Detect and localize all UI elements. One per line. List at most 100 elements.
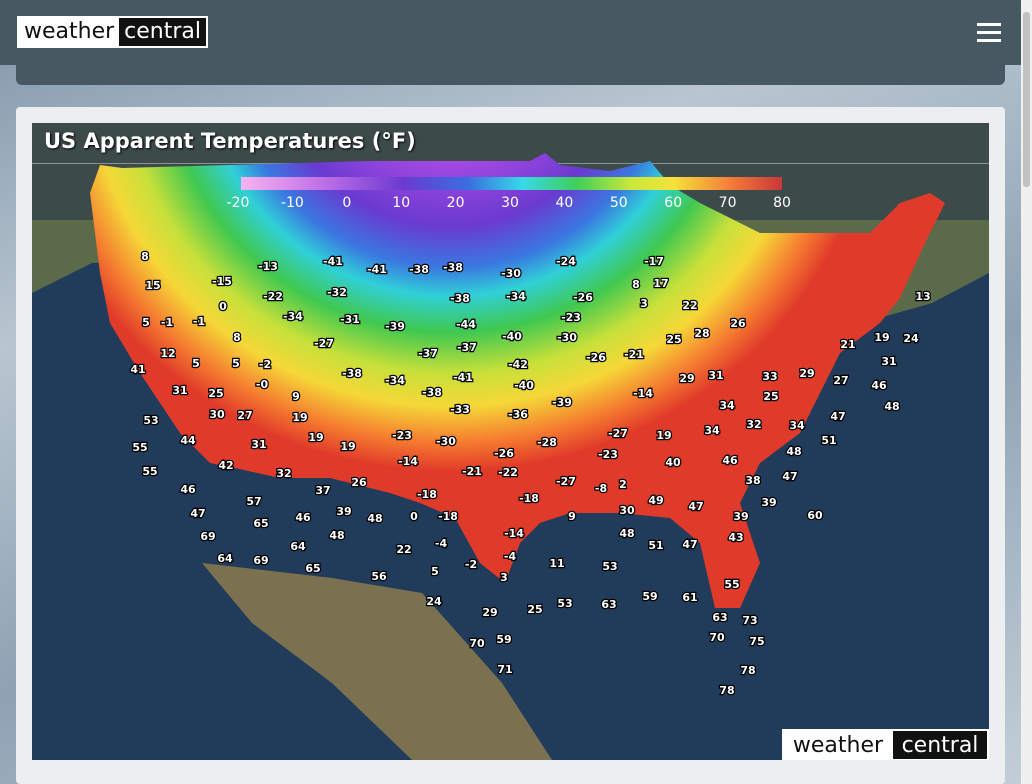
color-scale — [241, 177, 782, 190]
temperature-label: 30 — [619, 504, 635, 517]
temperature-label: 22 — [396, 543, 411, 556]
temperature-label: 2 — [619, 478, 627, 491]
legend-label: 50 — [610, 195, 628, 211]
temperature-label: 8 — [632, 278, 640, 291]
temperature-label: -32 — [327, 286, 347, 299]
temperature-label: 31 — [708, 369, 723, 382]
temperature-label: 9 — [568, 510, 576, 523]
temperature-label: 75 — [749, 635, 764, 648]
temperature-label: 78 — [719, 684, 734, 697]
temperature-label: 48 — [786, 445, 801, 458]
mexico — [202, 563, 552, 760]
temperature-label: -41 — [323, 255, 343, 268]
legend-label: 30 — [501, 195, 519, 211]
temperature-label: 44 — [180, 434, 196, 447]
temperature-label: 29 — [482, 606, 497, 619]
temperature-label: 32 — [746, 418, 761, 431]
temperature-label: 47 — [682, 538, 697, 551]
temperature-label: 37 — [315, 484, 330, 497]
header: weather central — [0, 0, 1021, 65]
temperature-label: -34 — [385, 374, 405, 387]
temperature-label: -14 — [633, 387, 653, 400]
temperature-label: 55 — [132, 441, 147, 454]
temperature-label: 19 — [340, 440, 355, 453]
temperature-label: -14 — [504, 527, 524, 540]
temperature-label: -41 — [367, 263, 387, 276]
temperature-label: 70 — [469, 637, 485, 650]
temperature-label: 22 — [682, 299, 697, 312]
temperature-label: 60 — [807, 509, 823, 522]
temperature-label: 39 — [336, 505, 351, 518]
temperature-label: -21 — [462, 465, 482, 478]
temperature-label: 0 — [410, 510, 418, 523]
temperature-label: -26 — [573, 291, 593, 304]
temperature-label: 8 — [233, 331, 241, 344]
temperature-label: -39 — [385, 320, 405, 333]
temperature-label: 71 — [497, 663, 512, 676]
temperature-label: 9 — [292, 390, 300, 403]
temperature-label: 49 — [648, 494, 663, 507]
temperature-label: -8 — [595, 482, 607, 495]
temperature-label: -26 — [586, 351, 606, 364]
temperature-label: 5 — [192, 357, 200, 370]
temperature-label: -37 — [457, 341, 477, 354]
temperature-label: 51 — [821, 434, 836, 447]
temperature-label: -40 — [502, 330, 522, 343]
temperature-label: -30 — [436, 435, 456, 448]
temperature-label: 12 — [160, 347, 175, 360]
map-panel: US Apparent Temperatures (°F) -2 0 -10 0 10 2… — [32, 123, 989, 760]
map-title: US Apparent Temperatures (°F) — [44, 129, 416, 153]
temperature-label: -14 — [398, 455, 418, 468]
temperature-label: 17 — [653, 277, 668, 290]
temperature-label: 47 — [190, 507, 205, 520]
temperature-label: -38 — [409, 263, 429, 276]
temperature-label: 69 — [253, 554, 268, 567]
logo-left: weather — [19, 18, 120, 46]
temperature-label: 48 — [329, 529, 344, 542]
temperature-label: -1 — [193, 315, 205, 328]
temperature-label: -1 — [161, 316, 173, 329]
temperature-label: 65 — [253, 517, 268, 530]
legend-label: 0 — [342, 195, 351, 211]
temperature-label: 64 — [290, 540, 306, 553]
temperature-label: -38 — [450, 292, 470, 305]
legend-label: 10 — [392, 195, 410, 211]
temperature-label: 11 — [549, 557, 564, 570]
scrollbar[interactable] — [1021, 0, 1032, 784]
temperature-label: 57 — [246, 495, 261, 508]
temperature-label: 53 — [557, 597, 572, 610]
temperature-label: -39 — [552, 396, 572, 409]
logo[interactable]: weather central — [17, 16, 209, 48]
temperature-label: -33 — [450, 403, 470, 416]
temperature-label: -13 — [258, 260, 278, 273]
map: -20 -10 0 10 20 30 40 50 60 70 808-13 -41-41 -38 -38-… — [32, 153, 989, 760]
temperature-label: -42 — [508, 358, 528, 371]
temperature-label: 29 — [799, 367, 814, 380]
temperature-label: 28 — [694, 327, 709, 340]
temperature-label: 46 — [180, 483, 196, 496]
temperature-label: 5 — [232, 357, 240, 370]
temperature-label: 3 — [640, 297, 648, 310]
temperature-label: 46 — [722, 454, 738, 467]
temperature-label: -38 — [422, 386, 442, 399]
temperature-label: 42 — [218, 459, 233, 472]
temperature-label: -2 — [259, 358, 271, 371]
temperature-label: -36 — [508, 408, 528, 421]
watermark-left: weather — [793, 733, 884, 758]
temperature-label: -2 — [465, 558, 477, 571]
legend-label: 40 — [555, 195, 573, 211]
temperature-label: 61 — [682, 591, 697, 604]
legend-label: 20 — [447, 195, 465, 211]
temperature-label: 25 — [666, 333, 681, 346]
menu-button[interactable] — [977, 23, 1001, 47]
temperature-label: 15 — [145, 279, 160, 292]
legend-label: -10 — [281, 195, 304, 211]
temperature-label: -23 — [598, 448, 618, 461]
temperature-label: 59 — [642, 590, 657, 603]
temperature-label: -22 — [263, 290, 283, 303]
temperature-label: 39 — [733, 510, 748, 523]
temperature-label: 55 — [142, 465, 157, 478]
legend-label: 60 — [664, 195, 682, 211]
temperature-label: 73 — [742, 614, 757, 627]
temperature-label: 55 — [724, 578, 739, 591]
